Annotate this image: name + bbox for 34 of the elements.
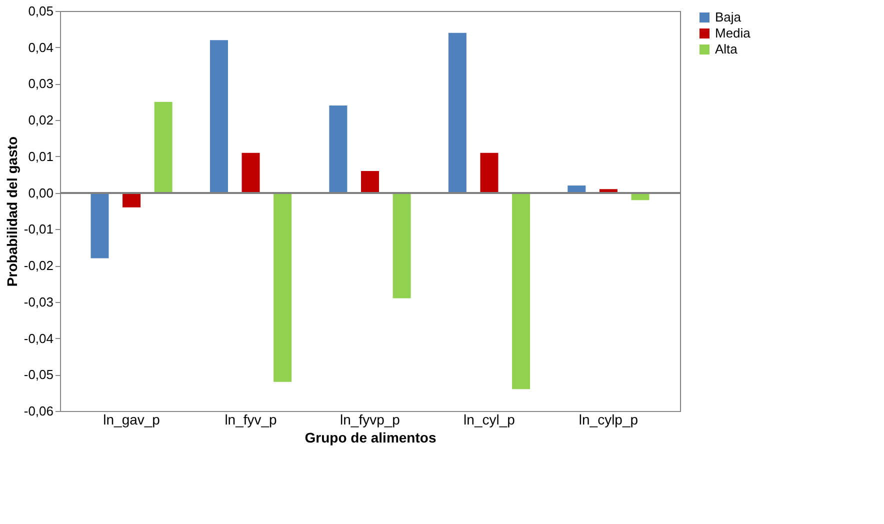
- legend-label: Baja: [715, 10, 742, 24]
- bar: [361, 171, 379, 193]
- y-tick-label: 0,03: [28, 76, 54, 92]
- x-tick-label: ln_gav_p: [103, 412, 160, 428]
- bar: [210, 40, 228, 193]
- y-axis-title: Probabilidad del gasto: [4, 136, 20, 287]
- bar: [448, 32, 466, 193]
- x-tick-label: ln_fyvp_p: [340, 412, 400, 428]
- bar: [512, 192, 530, 390]
- x-tick-label: ln_cylp_p: [578, 412, 638, 428]
- y-tick-label: 0,04: [28, 40, 54, 55]
- y-tick-label: -0,02: [24, 258, 54, 274]
- bar: [274, 192, 292, 382]
- bar: [154, 102, 172, 193]
- x-axis-title: Grupo de alimentos: [304, 430, 436, 446]
- x-tick-label: ln_cyl_p: [464, 412, 516, 428]
- bar: [480, 152, 498, 193]
- x-tick-label: ln_fyv_p: [224, 412, 278, 428]
- legend-label: Alta: [715, 42, 738, 56]
- bar: [242, 152, 260, 193]
- bar: [329, 106, 348, 193]
- bar: [122, 192, 141, 208]
- y-tick-label: -0,01: [24, 222, 54, 237]
- y-tick-label: -0,05: [24, 367, 54, 382]
- y-tick-label: 0,01: [28, 148, 54, 164]
- legend-label: Media: [715, 26, 752, 40]
- bar: [90, 192, 109, 258]
- y-tick-label: 0,00: [28, 185, 54, 200]
- y-tick-label: -0,04: [24, 330, 54, 346]
- bar: [392, 192, 411, 298]
- y-tick-label: -0,03: [24, 294, 54, 310]
- y-tick-label: 0,05: [28, 4, 54, 18]
- y-tick-label: -0,06: [24, 404, 54, 418]
- y-tick-label: 0,02: [28, 112, 54, 128]
